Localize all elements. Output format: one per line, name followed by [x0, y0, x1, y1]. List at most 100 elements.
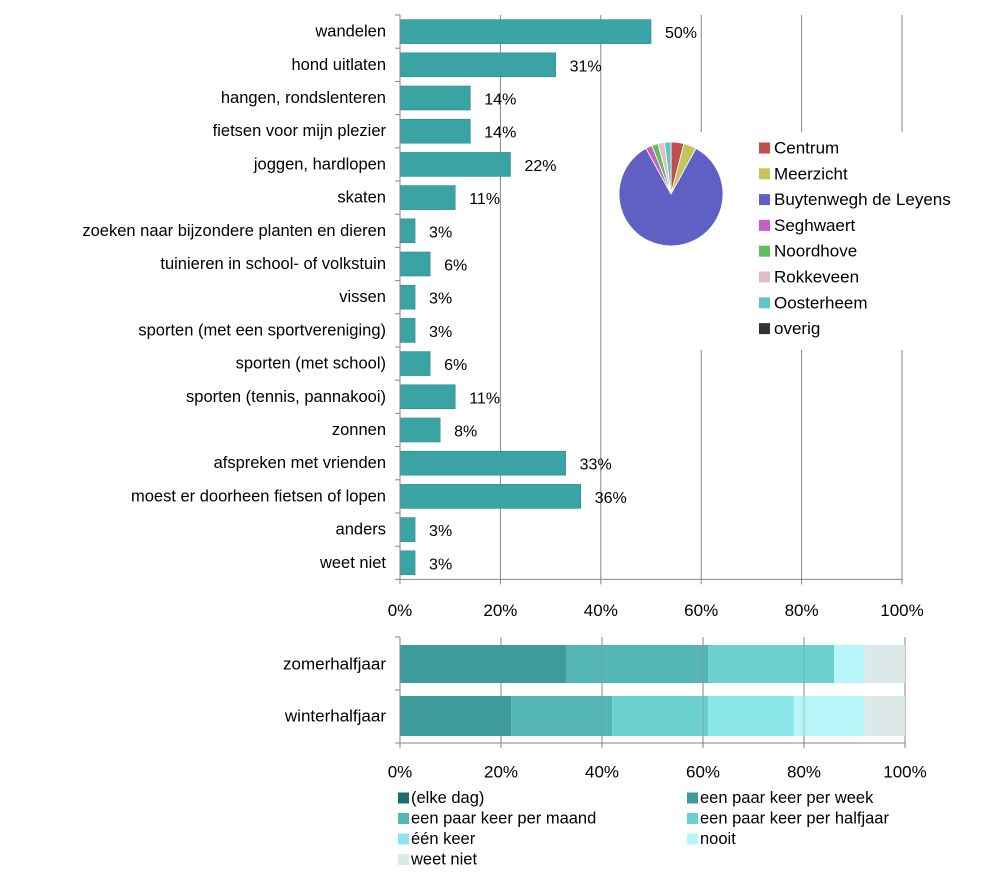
legend-label: overig — [774, 319, 820, 338]
stacked-bar-segment — [864, 645, 905, 683]
bar — [399, 351, 431, 376]
category-label: fietsen voor mijn plezier — [213, 122, 387, 140]
category-label: hond uitlaten — [292, 56, 387, 74]
legend-label: Oosterheem — [774, 293, 868, 312]
category-label: joggen, hardlopen — [253, 155, 386, 173]
data-label: 3% — [429, 523, 452, 540]
legend-label: Buytenwegh de Leyens — [774, 190, 951, 209]
legend-label: een paar keer per halfjaar — [700, 810, 889, 828]
data-label: 11% — [469, 390, 500, 407]
bar — [399, 118, 471, 144]
data-label: 8% — [454, 424, 477, 441]
data-label: 33% — [580, 457, 612, 474]
stacked-bar-segment — [864, 696, 905, 736]
bar — [399, 318, 416, 343]
legend-label: Seghwaert — [774, 216, 856, 235]
legend-label: Rokkeveen — [774, 268, 859, 287]
legend-label: Noordhove — [774, 242, 857, 261]
legend-label: Meerzicht — [774, 164, 848, 183]
data-label: 11% — [469, 191, 500, 208]
bar — [399, 384, 456, 410]
legend-label: (elke dag) — [411, 789, 484, 807]
x-tick-label: 60% — [684, 601, 718, 620]
bar — [399, 550, 416, 576]
legend-swatch — [759, 219, 770, 231]
legend-swatch — [687, 792, 698, 804]
pie-slice — [664, 141, 672, 195]
legend-label: weet niet — [410, 851, 477, 869]
category-label: vissen — [339, 288, 386, 306]
category-label: wandelen — [314, 23, 386, 41]
stacked-bar-segment — [612, 696, 709, 736]
bar — [399, 85, 471, 111]
bar — [399, 52, 556, 78]
legend-swatch — [759, 194, 770, 206]
legend-swatch — [398, 813, 409, 824]
x-tick-label: 0% — [388, 601, 413, 620]
category-label: sporten (tennis, pannakooi) — [186, 388, 386, 406]
legend-swatch — [687, 833, 698, 845]
legend-swatch — [398, 854, 409, 865]
legend-label: één keer — [411, 830, 476, 848]
stacked-bar-segment — [566, 645, 709, 683]
legend-label: Centrum — [774, 139, 839, 158]
category-label: skaten — [337, 189, 386, 207]
category-label: sporten (met school) — [236, 355, 386, 373]
bar — [399, 251, 431, 277]
stacked-bar-segment — [793, 696, 865, 736]
stacked-bar-segment — [708, 645, 835, 683]
category-label: zoeken naar bijzondere planten en dieren — [82, 222, 386, 240]
x-tick-label: 100% — [883, 763, 926, 782]
bar — [399, 218, 416, 244]
bar — [399, 484, 582, 509]
category-label: hangen, rondslenteren — [221, 89, 386, 107]
bar — [399, 417, 441, 443]
legend-label: nooit — [700, 830, 736, 848]
x-tick-label: 40% — [585, 763, 619, 782]
category-label: weet niet — [319, 554, 386, 572]
data-label: 50% — [665, 25, 697, 42]
legend-swatch — [759, 297, 770, 309]
category-label: zonnen — [332, 421, 386, 439]
data-label: 3% — [429, 556, 452, 573]
data-label: 14% — [484, 92, 516, 109]
stacked-bar-segment — [511, 696, 613, 736]
stacked-bar-segment — [834, 645, 865, 683]
bar — [399, 517, 416, 542]
x-tick-label: 20% — [484, 763, 518, 782]
legend-swatch — [759, 142, 770, 154]
bar — [399, 450, 566, 476]
neighbourhood-pie-chart: Centrum Meerzicht Buytenwegh de Leyens Segh… — [610, 132, 984, 350]
category-label: sporten (met een sportvereniging) — [138, 321, 386, 339]
category-label: anders — [336, 521, 386, 539]
x-tick-label: 40% — [584, 601, 618, 620]
legend-swatch — [759, 323, 770, 335]
category-label: tuinieren in school- of volkstuin — [160, 255, 386, 273]
legend-swatch — [759, 168, 770, 180]
bar — [399, 284, 416, 310]
data-label: 3% — [429, 224, 452, 241]
bar — [399, 152, 511, 177]
stacked-bar-segment — [708, 696, 794, 736]
activities-bar-chart: 0% 20% 40% 60% 80% 100% wandelen 50% hond uitlat… — [82, 14, 924, 620]
x-tick-label: 20% — [483, 601, 517, 620]
legend-label: een paar keer per week — [700, 789, 874, 807]
legend-swatch — [687, 813, 698, 824]
pie-slice — [618, 147, 724, 247]
x-tick-label: 0% — [388, 763, 413, 782]
legend-swatch — [759, 245, 770, 257]
data-label: 22% — [524, 158, 556, 175]
data-label: 31% — [570, 58, 602, 75]
category-label: winterhalfjaar — [284, 707, 386, 726]
x-tick-label: 60% — [686, 763, 720, 782]
data-label: 3% — [429, 324, 452, 341]
legend-swatch — [759, 271, 770, 283]
legend-swatch — [398, 833, 409, 845]
stacked-bar-segment — [400, 696, 512, 736]
legend-swatch — [398, 792, 409, 804]
x-tick-label: 100% — [880, 601, 923, 620]
data-label: 6% — [444, 357, 467, 374]
data-label: 3% — [429, 291, 452, 308]
category-label: moest er doorheen fietsen of lopen — [131, 487, 386, 505]
